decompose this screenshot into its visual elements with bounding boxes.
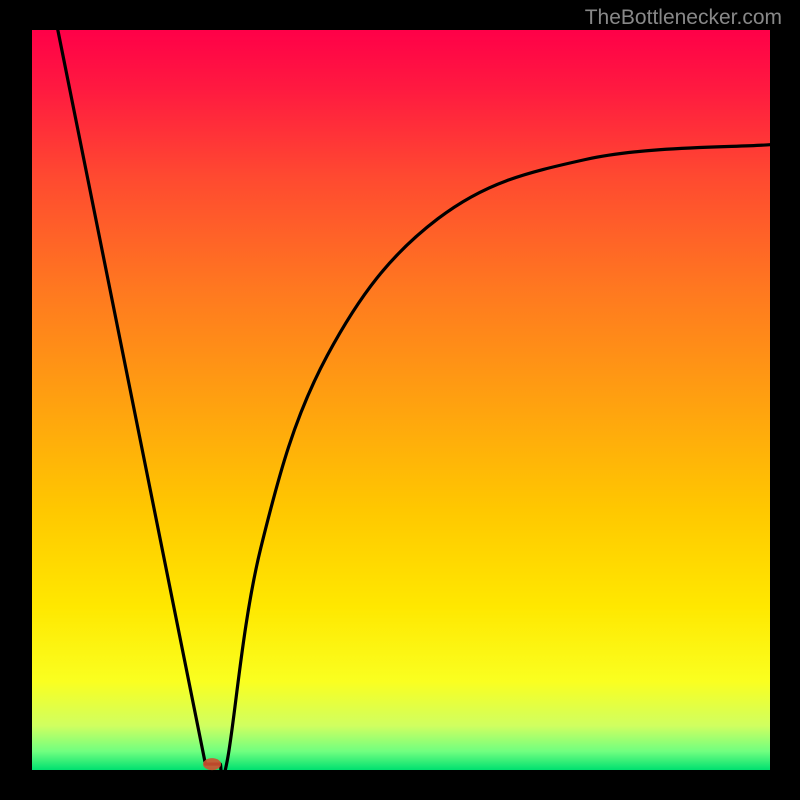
minimum-marker <box>203 758 221 770</box>
watermark-text: TheBottlenecker.com <box>585 6 782 30</box>
chart-container: TheBottlenecker.com <box>0 0 800 800</box>
curve-overlay <box>0 0 800 800</box>
bottleneck-curve <box>58 30 770 778</box>
